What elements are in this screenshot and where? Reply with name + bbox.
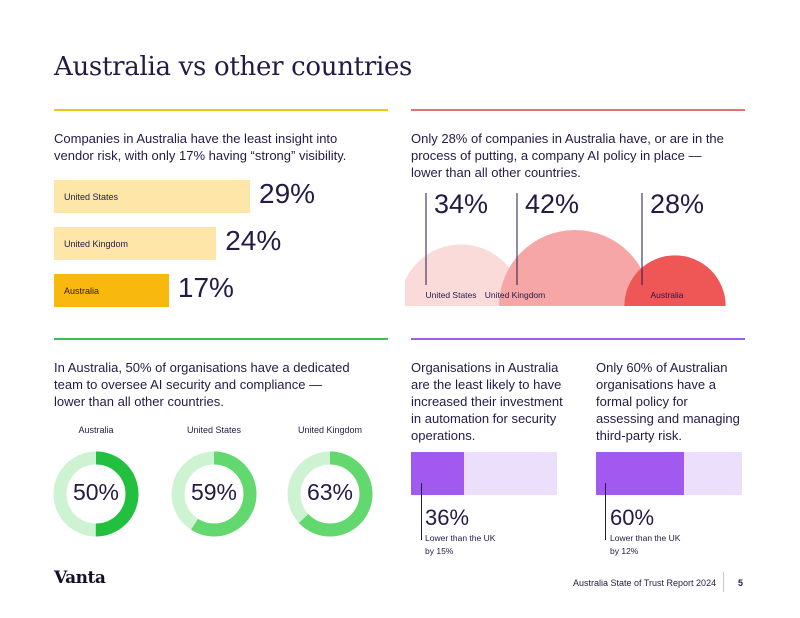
section-4-rule (411, 338, 745, 340)
arc-value-label: 34% (434, 189, 488, 219)
vendor-risk-bar-chart: United States 29% United Kingdom 24% Austral… (54, 178, 384, 310)
bar-label: Australia (64, 286, 100, 296)
arc-category-label: United States (425, 290, 476, 300)
bar-australia: Australia (54, 274, 169, 307)
donut-category-label: United States (186, 425, 242, 435)
bar-value-label: 29% (259, 178, 316, 209)
section-2-rule (411, 109, 745, 111)
arc-united-kingdom (499, 230, 651, 306)
third-party-value: 60% (610, 505, 655, 530)
bar-value-label: 24% (225, 225, 282, 256)
donut-value-arc (53, 451, 139, 537)
automation-marker-line (421, 483, 422, 540)
arc-australia (624, 255, 726, 306)
section-1-rule (54, 109, 388, 111)
donut-category-label: Australia (78, 425, 114, 435)
bar-label: United States (64, 192, 119, 202)
donut-value-label: 59% (190, 479, 238, 505)
arc-category-label: United Kingdom (485, 290, 545, 300)
footer-report-title: Australia State of Trust Report 2024 (573, 578, 717, 588)
donut-australia (53, 451, 139, 537)
section-4-text: Organisations in Australia are the least… (411, 360, 563, 443)
donut-united-states (171, 451, 257, 537)
section-2-text: Only 28% of companies in Australia have,… (411, 131, 724, 180)
donut-value-label: 50% (72, 479, 120, 505)
footer-divider (723, 572, 724, 592)
footer-page-number: 5 (738, 578, 744, 588)
bar-value-label: 17% (177, 272, 234, 303)
ai-policy-arc-chart: 34% United States 42% United Kingdom 28% Aust… (405, 189, 726, 306)
third-party-note: Lower than the UK by 12% (610, 533, 681, 556)
third-party-policy-progress-bar (596, 452, 742, 495)
section-3-text: In Australia, 50% of organisations have … (54, 360, 350, 409)
section-3-rule (54, 338, 388, 340)
arc-value-label: 42% (525, 189, 579, 219)
progress-fill (596, 452, 684, 495)
section-5-text: Only 60% of Australian organisations hav… (596, 360, 740, 443)
vanta-logo: Vanta (54, 568, 106, 588)
arc-united-states (405, 244, 523, 306)
donut-value-label: 63% (306, 479, 354, 505)
automation-value: 36% (425, 505, 470, 530)
donut-value-arc (287, 451, 373, 537)
ai-team-donut-charts: Australia 50% United States 59% United Kingd… (46, 422, 386, 542)
page-title: Australia vs other countries (54, 52, 413, 82)
donut-united-kingdom (287, 451, 373, 537)
donut-category-label: United Kingdom (297, 425, 363, 435)
arc-category-label: Australia (650, 290, 683, 300)
automation-note: Lower than the UK by 15% (425, 533, 496, 556)
bar-united-kingdom: United Kingdom (54, 227, 217, 260)
bar-label: United Kingdom (64, 239, 129, 249)
bar-united-states: United States (54, 180, 250, 213)
section-1-text: Companies in Australia have the least in… (54, 131, 347, 163)
donut-value-arc (171, 451, 257, 537)
arc-value-label: 28% (650, 189, 704, 219)
progress-fill (411, 452, 464, 495)
automation-progress-bar (411, 452, 557, 495)
third-party-marker-line (605, 483, 606, 540)
